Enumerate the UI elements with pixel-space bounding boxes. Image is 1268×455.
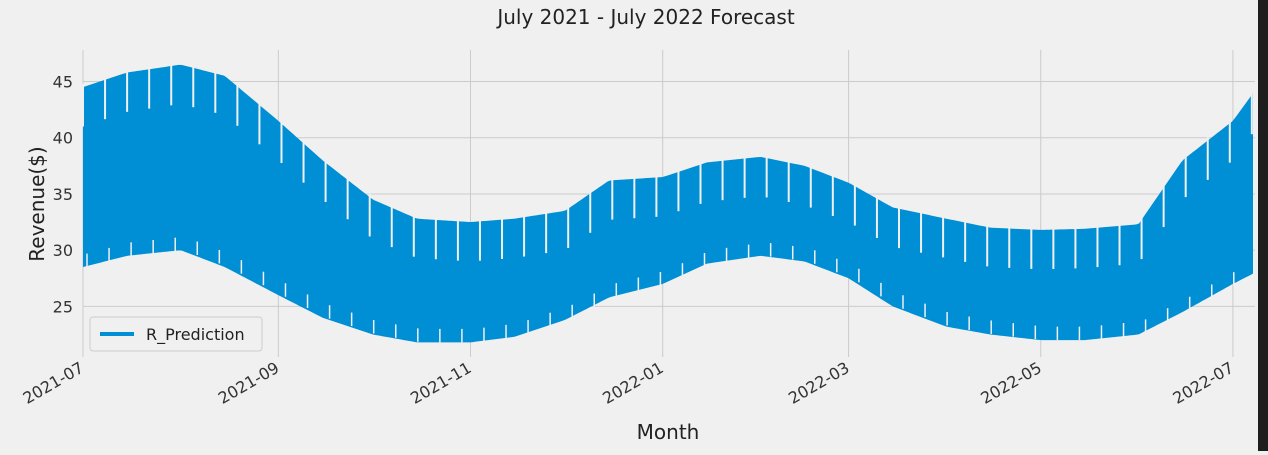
window-edge	[1258, 0, 1268, 451]
x-tick-label: 2022-03	[785, 358, 852, 408]
legend-box	[89, 316, 263, 352]
legend-label: R_Prediction	[146, 325, 245, 345]
x-tick-label: 2022-07	[1170, 358, 1237, 408]
x-tick-label: 2022-05	[977, 358, 1044, 408]
legend: R_Prediction	[89, 316, 263, 352]
y-tick-label: 40	[53, 129, 73, 148]
y-tick-label: 25	[53, 297, 73, 316]
chart-title: July 2021 - July 2022 Forecast	[495, 5, 795, 29]
y-axis-label: Revenue($)	[25, 146, 49, 261]
x-tick-label: 2021-09	[215, 358, 282, 408]
series-envelope	[83, 64, 1253, 343]
x-tick-labels: 2021-07 2021-09 2021-11 2022-01 2022-03 2022-…	[20, 358, 1237, 408]
x-tick-label: 2021-07	[20, 358, 87, 408]
series-group	[82, 62, 1257, 343]
y-tick-label: 30	[53, 241, 73, 260]
x-axis-label: Month	[637, 420, 700, 444]
y-tick-label: 45	[53, 72, 73, 91]
y-tick-label: 35	[53, 185, 73, 204]
x-tick-label: 2021-11	[407, 358, 474, 408]
y-tick-labels: 25 30 35 40 45	[53, 72, 73, 316]
x-tick-label: 2022-01	[599, 358, 666, 408]
